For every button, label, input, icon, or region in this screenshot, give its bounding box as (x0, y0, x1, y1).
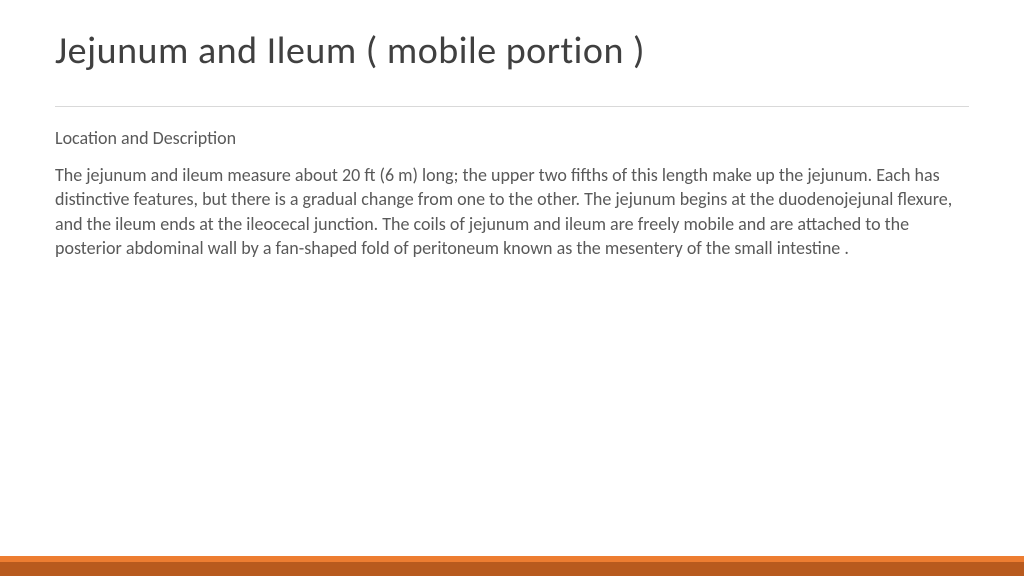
slide-title: Jejunum and Ileum ( mobile portion ) (55, 28, 969, 74)
footer-bar (0, 556, 1024, 576)
section-subtitle: Location and Description (55, 127, 969, 149)
footer-base-stripe (0, 562, 1024, 576)
title-divider (55, 106, 969, 107)
slide-container: Jejunum and Ileum ( mobile portion ) Loc… (0, 0, 1024, 576)
body-paragraph: The jejunum and ileum measure about 20 f… (55, 163, 969, 260)
